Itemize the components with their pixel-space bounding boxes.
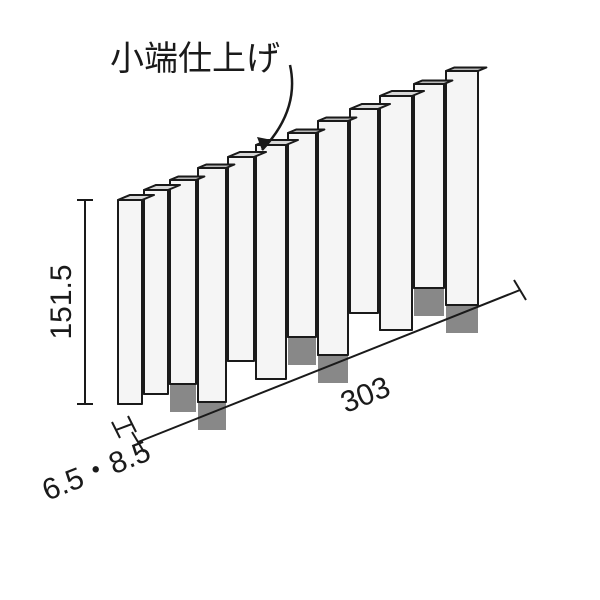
annotation-label: 小端仕上げ [110, 40, 280, 78]
dim-height: 151.5 [45, 264, 78, 339]
dim-depth: 6.5・8.5 [38, 435, 156, 508]
technical-diagram: 151.53036.5・8.5小端仕上げ [0, 0, 600, 600]
